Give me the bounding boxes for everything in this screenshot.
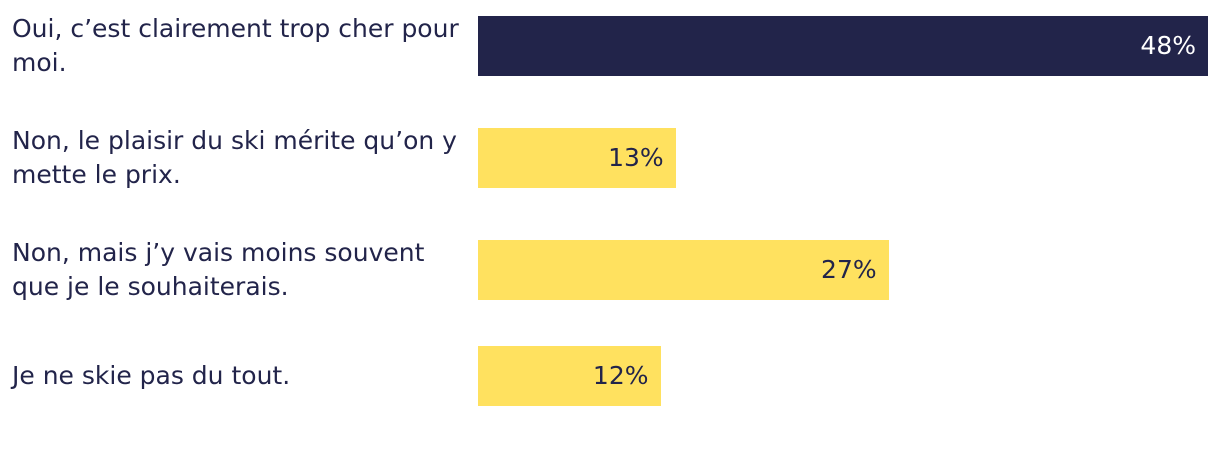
value-label: 27%	[821, 255, 877, 284]
value-label: 13%	[608, 143, 664, 172]
value-label: 48%	[1140, 31, 1196, 60]
value-label: 12%	[592, 361, 649, 390]
bar	[478, 240, 889, 300]
bar	[478, 128, 676, 188]
category-label: Non, mais j’y vais moins souvent que je …	[12, 238, 425, 301]
category-label: Oui, c’est clairement trop cher pour moi…	[12, 14, 459, 77]
bar	[478, 346, 661, 406]
category-label: Je ne skie pas du tout.	[12, 361, 291, 390]
bar	[478, 16, 1208, 76]
category-label: Non, le plaisir du ski mérite qu’on y me…	[12, 126, 457, 189]
